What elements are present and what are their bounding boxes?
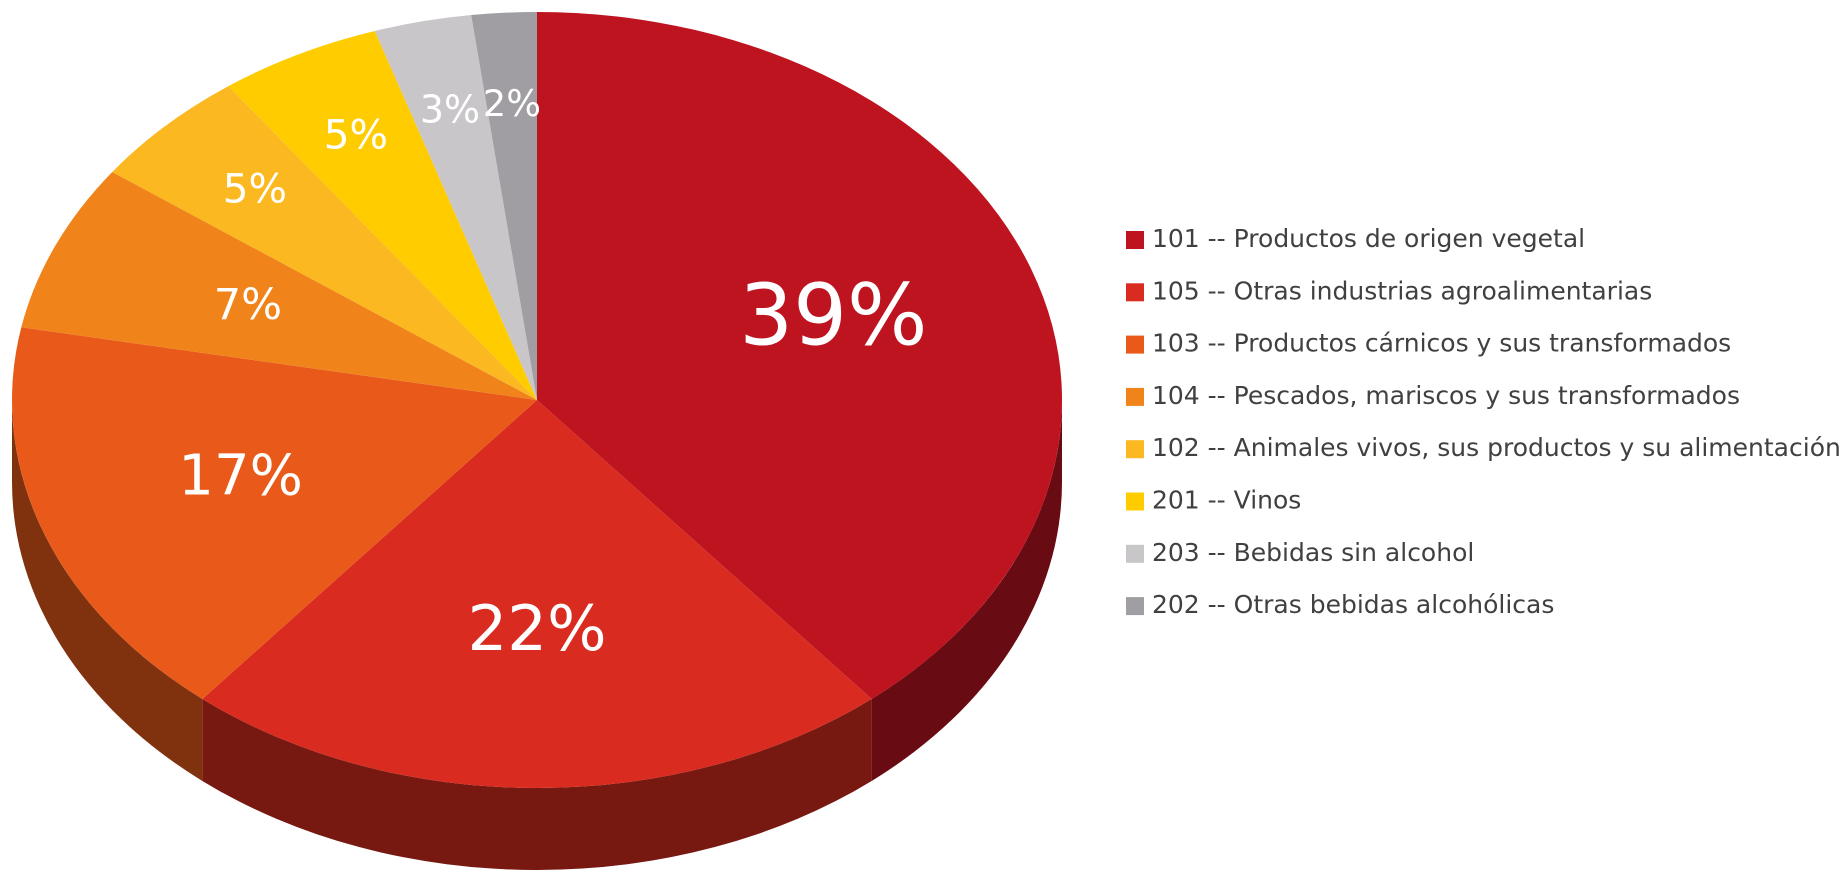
data-label: 22% xyxy=(467,592,606,665)
slice-side xyxy=(871,400,1062,781)
data-label: 5% xyxy=(223,164,287,212)
legend-swatch xyxy=(1126,492,1144,511)
legend-swatch xyxy=(1126,440,1144,459)
slice xyxy=(228,30,538,400)
legend-label: 103 -- Productos cárnicos y sus transfor… xyxy=(1152,329,1731,358)
data-label: 3% xyxy=(420,88,480,132)
legend-label: 105 -- Otras industrias agroalimentarias xyxy=(1152,276,1652,305)
legend-label: 203 -- Bebidas sin alcohol xyxy=(1152,538,1474,567)
legend-swatch xyxy=(1126,231,1144,249)
legend-label: 104 -- Pescados, mariscos y sus transfor… xyxy=(1152,381,1740,410)
slice xyxy=(471,12,537,400)
legend-label: 101 -- Productos de origen vegetal xyxy=(1152,224,1585,253)
slice xyxy=(537,12,1062,699)
legend-label: 201 -- Vinos xyxy=(1152,486,1301,515)
data-label: 39% xyxy=(739,266,927,365)
data-label: 5% xyxy=(324,110,388,158)
slice xyxy=(11,327,537,699)
legend-swatch xyxy=(1126,283,1144,302)
slice xyxy=(374,15,537,400)
data-label: 17% xyxy=(178,443,303,508)
slice-side xyxy=(202,698,872,870)
legend-label: 102 -- Animales vivos, sus productos y s… xyxy=(1152,433,1841,462)
legend-swatch xyxy=(1126,335,1144,354)
legend-label: 202 -- Otras bebidas alcohólicas xyxy=(1152,590,1554,619)
slice xyxy=(202,400,872,789)
data-label: 7% xyxy=(214,280,282,330)
slice xyxy=(21,171,537,400)
slice xyxy=(112,86,537,400)
data-label: 2% xyxy=(483,82,541,125)
legend-swatch xyxy=(1126,597,1144,616)
legend-swatch xyxy=(1126,387,1144,406)
slice-side xyxy=(12,400,203,781)
legend-swatch xyxy=(1126,544,1144,563)
